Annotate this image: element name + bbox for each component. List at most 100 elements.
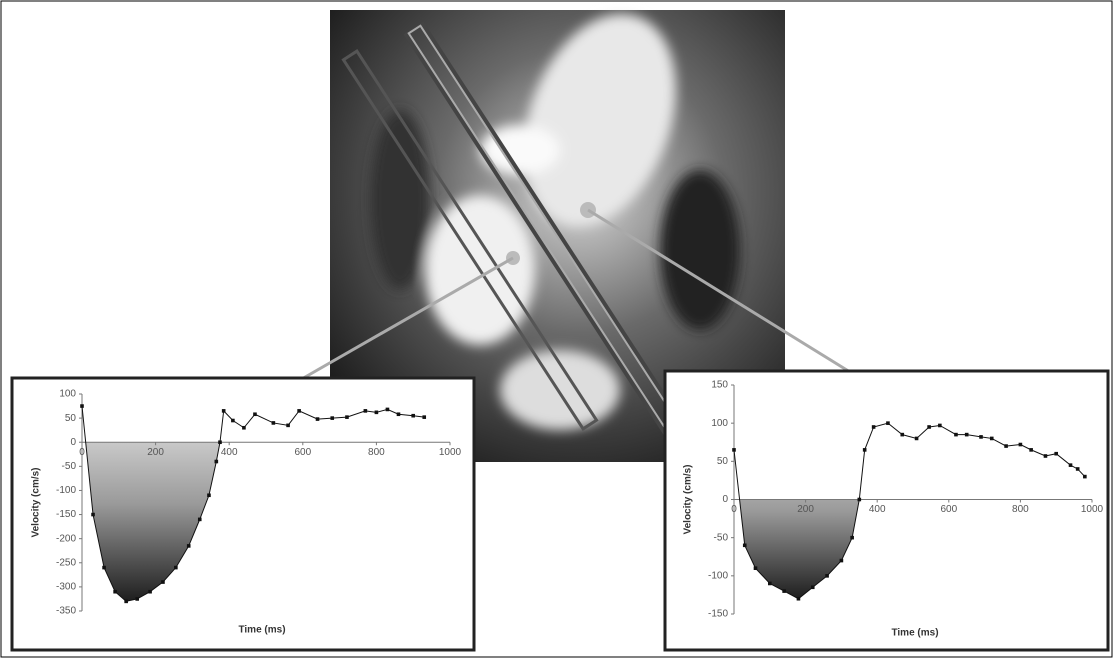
chart-panel	[663, 369, 1110, 652]
point	[102, 565, 106, 570]
y-tick-label: -50	[62, 461, 77, 472]
point	[1043, 454, 1048, 458]
x-tick-label: 0	[79, 447, 85, 458]
point	[411, 413, 415, 418]
x-tick-label: 800	[368, 447, 385, 458]
connector	[299, 256, 514, 382]
point	[135, 597, 139, 601]
point	[422, 415, 427, 419]
point	[271, 421, 276, 425]
y-tick-label: -350	[56, 606, 76, 617]
y-tick-label: -150	[708, 609, 728, 620]
chart-panel	[10, 376, 476, 652]
point	[989, 436, 994, 441]
point	[1068, 463, 1073, 467]
line	[81, 406, 425, 602]
point	[330, 416, 335, 420]
point	[124, 599, 128, 604]
point	[221, 409, 226, 413]
point	[286, 423, 290, 428]
x-axis-label: Time (ms)	[238, 625, 285, 636]
point	[161, 580, 165, 584]
point	[1018, 442, 1023, 447]
point	[768, 581, 772, 586]
area	[734, 499, 1085, 599]
y-tick-label: 0	[70, 437, 76, 448]
y-tick-label: -250	[56, 557, 76, 568]
point	[315, 417, 320, 421]
point	[1004, 444, 1008, 448]
y-tick-label: 50	[65, 413, 77, 424]
point	[782, 589, 786, 593]
point	[732, 448, 736, 452]
point	[825, 574, 829, 578]
point	[174, 565, 178, 570]
y-tick-label: 50	[717, 456, 729, 467]
point	[242, 425, 246, 430]
y-tick-label: 100	[59, 389, 76, 400]
x-tick-label: 400	[221, 447, 238, 458]
area	[85, 442, 220, 602]
point	[900, 432, 905, 437]
y-axis-label: Velocity (cm/s)	[31, 467, 42, 537]
point	[345, 415, 349, 419]
point	[954, 432, 958, 437]
point	[214, 459, 219, 464]
point	[914, 436, 919, 441]
point	[1075, 467, 1080, 471]
point	[871, 425, 876, 429]
x-axis-label: Time (ms)	[891, 628, 938, 639]
x-tick-label: 400	[869, 504, 886, 515]
point	[850, 535, 854, 540]
point	[197, 517, 202, 522]
point	[186, 544, 191, 548]
point	[810, 585, 815, 590]
y-tick-label: 100	[711, 418, 728, 429]
y-tick-label: -50	[714, 532, 729, 543]
point	[1083, 474, 1087, 479]
point	[148, 589, 152, 594]
point	[1029, 448, 1033, 452]
y-tick-label: -300	[56, 582, 76, 593]
chart: 150 100 50 0 -50 -100 -150 0 200 400 600 800 1000 Tim…	[683, 380, 1104, 639]
point	[839, 558, 844, 563]
x-tick-label: 600	[294, 447, 311, 458]
x-tick-label: 800	[1012, 504, 1029, 515]
y-tick-label: 150	[711, 380, 728, 391]
point	[80, 404, 84, 408]
point	[886, 421, 890, 425]
x-tick-label: 200	[147, 447, 164, 458]
x-tick-label: 0	[731, 504, 737, 515]
y-axis-label: Velocity (cm/s)	[683, 464, 694, 534]
y-tick-label: -200	[56, 533, 76, 544]
point	[927, 425, 931, 429]
point	[231, 418, 235, 423]
y-tick-label: -100	[708, 570, 728, 581]
x-tick-label: 200	[797, 504, 814, 515]
point	[742, 543, 747, 548]
point	[862, 448, 867, 452]
y-tick-label: 0	[722, 494, 728, 505]
point	[964, 432, 969, 437]
point	[218, 440, 222, 445]
point	[113, 589, 117, 594]
point	[374, 410, 379, 415]
point	[396, 412, 401, 417]
point	[385, 407, 390, 412]
point	[91, 512, 95, 517]
y-tick-label: -100	[56, 485, 76, 496]
point	[207, 493, 211, 498]
point	[753, 566, 758, 570]
point	[297, 409, 301, 413]
point	[938, 423, 942, 428]
x-tick-label: 600	[940, 504, 957, 515]
point	[857, 497, 862, 502]
point	[1054, 451, 1058, 456]
line	[733, 422, 1086, 600]
x-tick-label: 1000	[1081, 504, 1104, 515]
point	[253, 412, 257, 417]
connector	[587, 208, 851, 374]
